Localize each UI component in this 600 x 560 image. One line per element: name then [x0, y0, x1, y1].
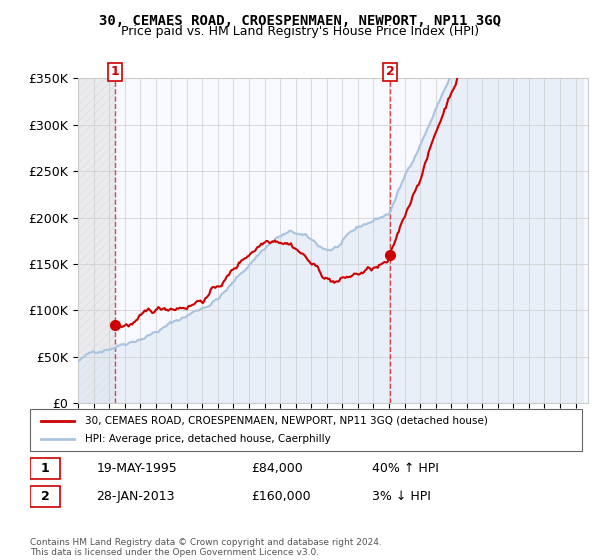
FancyBboxPatch shape: [30, 458, 61, 479]
Text: £160,000: £160,000: [251, 489, 310, 503]
Text: 2: 2: [386, 66, 395, 78]
Text: 30, CEMAES ROAD, CROESPENMAEN, NEWPORT, NP11 3GQ: 30, CEMAES ROAD, CROESPENMAEN, NEWPORT, …: [99, 14, 501, 28]
Text: 3% ↓ HPI: 3% ↓ HPI: [372, 489, 431, 503]
FancyBboxPatch shape: [30, 486, 61, 507]
Text: 19-MAY-1995: 19-MAY-1995: [96, 461, 177, 475]
Text: Price paid vs. HM Land Registry's House Price Index (HPI): Price paid vs. HM Land Registry's House …: [121, 25, 479, 38]
Text: £84,000: £84,000: [251, 461, 302, 475]
Text: 1: 1: [110, 66, 119, 78]
Text: 2: 2: [41, 489, 49, 503]
Text: Contains HM Land Registry data © Crown copyright and database right 2024.
This d: Contains HM Land Registry data © Crown c…: [30, 538, 382, 557]
Text: 40% ↑ HPI: 40% ↑ HPI: [372, 461, 439, 475]
FancyBboxPatch shape: [30, 409, 582, 451]
Text: 28-JAN-2013: 28-JAN-2013: [96, 489, 175, 503]
Text: 1: 1: [41, 461, 49, 475]
Text: HPI: Average price, detached house, Caerphilly: HPI: Average price, detached house, Caer…: [85, 434, 331, 444]
Text: 30, CEMAES ROAD, CROESPENMAEN, NEWPORT, NP11 3GQ (detached house): 30, CEMAES ROAD, CROESPENMAEN, NEWPORT, …: [85, 416, 488, 426]
